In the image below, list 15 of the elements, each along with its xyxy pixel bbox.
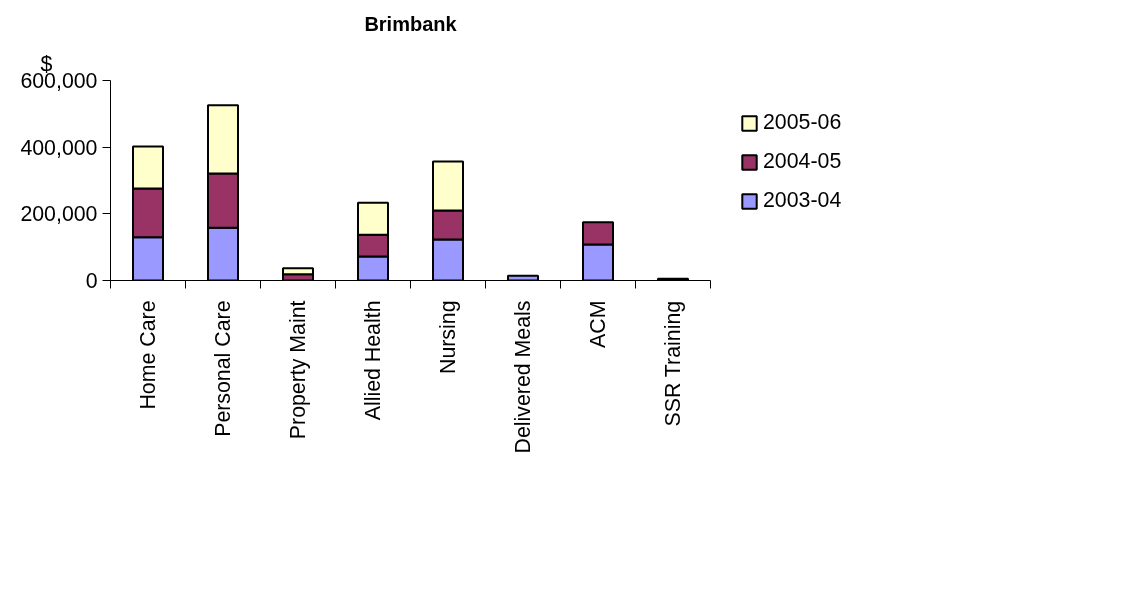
y-tick-label: 200,000 bbox=[20, 202, 98, 227]
legend-label: 2005-06 bbox=[763, 110, 842, 135]
legend-label: 2003-04 bbox=[763, 188, 842, 213]
chart-title: Brimbank bbox=[364, 12, 458, 35]
x-tick-label: SSR Training bbox=[661, 300, 685, 427]
x-tick-label: Home Care bbox=[136, 300, 160, 410]
x-tick-label: Property Maint bbox=[286, 300, 310, 440]
x-tick-label: Allied Health bbox=[361, 300, 385, 421]
y-tick-label: 400,000 bbox=[20, 135, 98, 160]
legend-label: 2004-05 bbox=[763, 149, 842, 174]
y-tick-label: 0 bbox=[85, 269, 98, 293]
x-tick-label: ACM bbox=[586, 300, 610, 348]
x-tick-label: Personal Care bbox=[211, 300, 235, 437]
x-tick-label: Nursing bbox=[436, 300, 460, 374]
x-tick-label: Delivered Meals bbox=[511, 300, 535, 454]
